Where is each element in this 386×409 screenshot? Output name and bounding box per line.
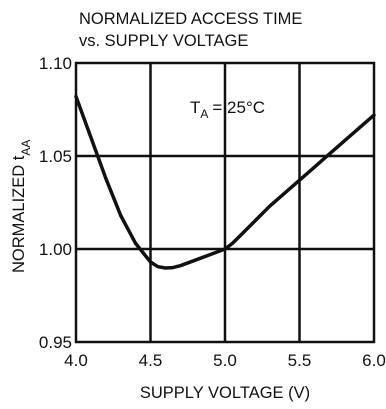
- y-tick-label: 1.10: [39, 54, 72, 73]
- y-tick-label: 1.00: [39, 240, 72, 259]
- chart-title-line1: NORMALIZED ACCESS TIME: [79, 10, 302, 28]
- y-axis-label-main: NORMALIZED t: [10, 155, 28, 273]
- y-axis-label-sub: AA: [19, 140, 33, 156]
- annotation-main: T: [190, 98, 200, 117]
- x-tick-label: 5.5: [288, 351, 312, 370]
- chart-title-line2: vs. SUPPLY VOLTAGE: [79, 32, 248, 50]
- temperature-annotation: TA = 25°C: [190, 98, 265, 121]
- x-tick-labels: 4.0 4.5 5.0 5.5 6.0: [64, 351, 386, 370]
- x-tick-label: 5.0: [213, 351, 237, 370]
- y-tick-labels: 0.95 1.00 1.05 1.10: [39, 54, 72, 352]
- x-tick-label: 4.0: [64, 351, 88, 370]
- annotation-sub: A: [200, 107, 208, 121]
- x-axis-label: SUPPLY VOLTAGE (V): [140, 384, 310, 402]
- y-tick-label: 1.05: [39, 147, 72, 166]
- x-tick-label: 4.5: [139, 351, 163, 370]
- y-axis-label: NORMALIZED tAA: [10, 140, 33, 273]
- annotation-rest: = 25°C: [212, 98, 265, 117]
- series-line-normalized-access-time: [74, 94, 376, 270]
- grid-lines: [76, 63, 374, 342]
- x-tick-label: 6.0: [362, 351, 386, 370]
- y-tick-label: 0.95: [39, 333, 72, 352]
